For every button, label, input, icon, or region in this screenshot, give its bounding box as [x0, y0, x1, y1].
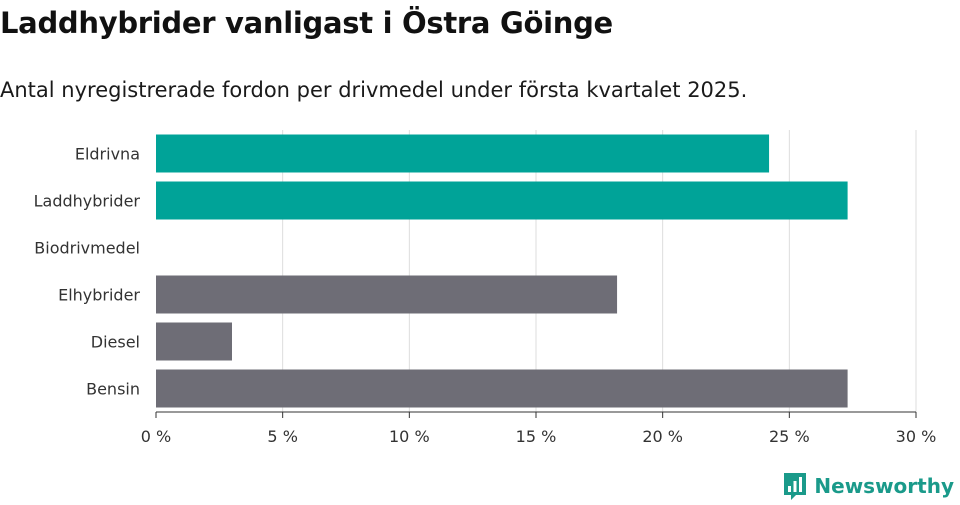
bar-bensin	[156, 369, 848, 408]
x-tick-label: 15 %	[516, 427, 557, 446]
bar-eldrivna	[156, 134, 770, 173]
x-tick-label: 30 %	[896, 427, 937, 446]
category-label: Bensin	[86, 380, 140, 399]
x-axis: 0 % 5 % 10 % 15 % 20 % 25 % 30 %	[141, 411, 937, 446]
brand-name: Newsworthy	[814, 474, 954, 498]
newsworthy-logo: Newsworthy	[782, 471, 954, 501]
gridlines	[282, 130, 917, 412]
x-tick-label: 5 %	[267, 427, 297, 446]
category-label: Laddhybrider	[34, 192, 141, 211]
x-tick-label: 10 %	[389, 427, 430, 446]
category-label: Elhybrider	[58, 286, 140, 305]
category-label: Diesel	[91, 333, 140, 352]
bar-elhybrider	[156, 275, 618, 314]
x-tick-label: 25 %	[769, 427, 810, 446]
x-tick-label: 0 %	[141, 427, 171, 446]
bars	[156, 134, 848, 408]
category-label: Biodrivmedel	[34, 239, 140, 258]
bar-laddhybrider	[156, 181, 848, 220]
x-tick-label: 20 %	[642, 427, 683, 446]
category-label: Eldrivna	[75, 145, 140, 164]
chart-subtitle: Antal nyregistrerade fordon per drivmede…	[0, 78, 748, 102]
newsworthy-logo-icon	[784, 473, 807, 500]
bar-chart: Eldrivna Laddhybrider Biodrivmedel Elhybrid…	[34, 130, 937, 446]
chart-title: Laddhybrider vanligast i Östra Göinge	[0, 6, 613, 40]
bar-diesel	[156, 322, 232, 361]
category-labels: Eldrivna Laddhybrider Biodrivmedel Elhybrid…	[34, 145, 141, 399]
